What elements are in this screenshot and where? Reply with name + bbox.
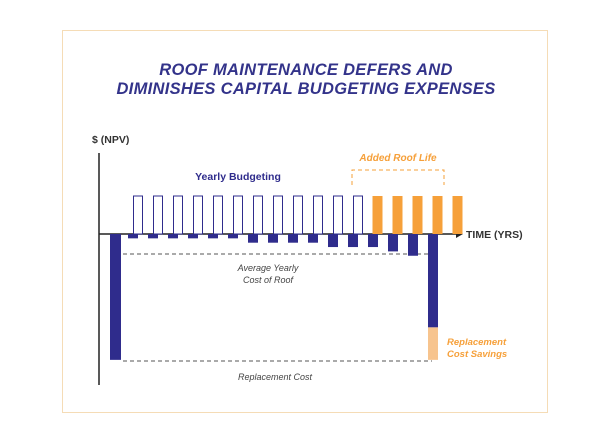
maintenance-cost-bar xyxy=(148,234,158,239)
replacement-cost-bar xyxy=(110,234,121,360)
added-life-bar xyxy=(452,196,463,234)
maintenance-cost-bar xyxy=(308,234,318,243)
yearly-budget-bar xyxy=(193,195,203,235)
maintenance-cost-bar xyxy=(268,234,278,243)
added-life-bar xyxy=(372,196,383,234)
maintenance-cost-bar xyxy=(388,234,398,252)
later-replacement-bar xyxy=(428,234,438,328)
y-axis-label: $ (NPV) xyxy=(92,134,129,146)
yearly-budget-bar xyxy=(353,195,363,235)
average-yearly-cost-label-1: Average Yearly xyxy=(237,263,299,273)
x-axis-label: TIME (YRS) xyxy=(466,229,523,241)
yearly-budget-bar xyxy=(133,195,143,235)
yearly-budget-bar xyxy=(313,195,323,235)
yearly-budget-bar xyxy=(233,195,243,235)
maintenance-cost-bar xyxy=(168,234,178,239)
average-yearly-cost-label-2: Cost of Roof xyxy=(243,275,295,285)
added-roof-life-bracket xyxy=(351,169,445,185)
replacement-cost-savings-label-1: Replacement xyxy=(447,337,507,348)
yearly-budget-bar xyxy=(253,195,263,235)
yearly-budgeting-label: Yearly Budgeting xyxy=(195,171,281,183)
maintenance-cost-bar xyxy=(188,234,198,239)
yearly-budget-bar xyxy=(333,195,343,235)
replacement-savings-bar xyxy=(428,327,438,360)
bars-group xyxy=(110,195,463,360)
maintenance-cost-bar xyxy=(348,234,358,248)
replacement-cost-savings-label-2: Cost Savings xyxy=(447,349,507,360)
maintenance-cost-bar xyxy=(408,234,418,256)
maintenance-cost-bar xyxy=(128,234,138,239)
yearly-budget-bar xyxy=(293,195,303,235)
maintenance-cost-bar xyxy=(228,234,238,239)
maintenance-cost-bar xyxy=(328,234,338,248)
yearly-budget-bar xyxy=(153,195,163,235)
maintenance-cost-bar xyxy=(208,234,218,239)
added-roof-life-label: Added Roof Life xyxy=(358,153,437,164)
yearly-budget-bar xyxy=(173,195,183,235)
yearly-budget-bar xyxy=(213,195,223,235)
added-life-bar xyxy=(392,196,403,234)
added-life-bar xyxy=(432,196,443,234)
chart-title-line-1: ROOF MAINTENANCE DEFERS AND xyxy=(159,61,453,79)
added-life-bar xyxy=(412,196,423,234)
chart-title-line-2: DIMINISHES CAPITAL BUDGETING EXPENSES xyxy=(116,80,496,98)
maintenance-cost-bar xyxy=(368,234,378,248)
replacement-cost-label: Replacement Cost xyxy=(238,372,313,382)
maintenance-cost-bar xyxy=(248,234,258,243)
yearly-budget-bar xyxy=(273,195,283,235)
maintenance-cost-bar xyxy=(288,234,298,243)
